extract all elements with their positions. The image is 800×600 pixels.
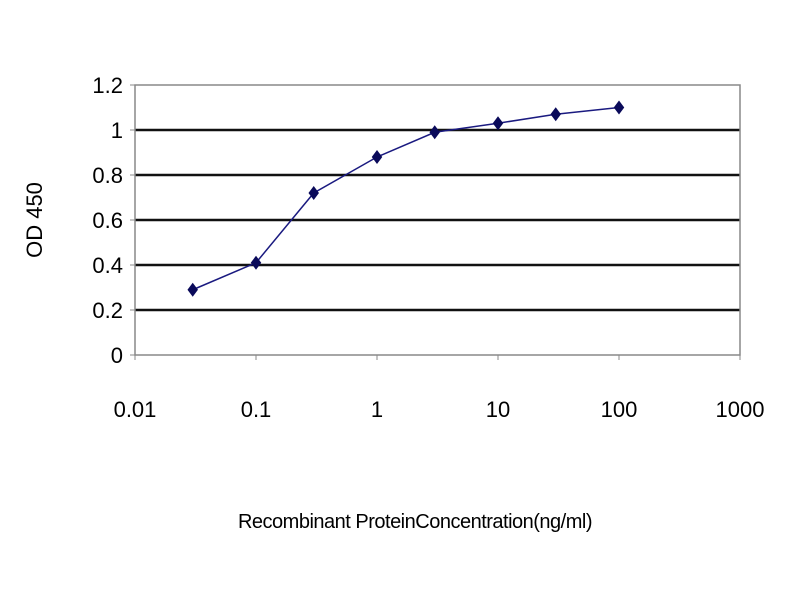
x-tick-label: 1000 <box>716 397 765 422</box>
y-tick-label: 1 <box>111 118 123 143</box>
data-point <box>613 100 625 115</box>
y-tick-label: 0.6 <box>92 208 123 233</box>
y-tick-label: 0 <box>111 343 123 368</box>
x-axis-label: Recombinant ProteinConcentration(ng/ml) <box>238 511 592 533</box>
series-line <box>192 106 620 291</box>
y-tick-label: 0.2 <box>92 298 123 323</box>
y-axis-label: OD 450 <box>22 182 47 258</box>
data-point <box>308 186 319 200</box>
y-axis: 0 0.2 0.4 0.6 0.8 1 1.2 <box>92 73 135 368</box>
y-tick-label: 1.2 <box>92 73 123 98</box>
x-tick-label: 10 <box>486 397 510 422</box>
x-axis: 0.01 0.1 1 10 100 1000 <box>114 355 765 422</box>
series <box>187 100 625 297</box>
x-tick-label: 0.1 <box>241 397 272 422</box>
gridlines <box>135 128 740 312</box>
x-tick-label: 1 <box>371 397 383 422</box>
x-tick-label: 0.01 <box>114 397 157 422</box>
data-point <box>429 125 440 140</box>
data-point <box>492 116 504 131</box>
data-point <box>187 282 198 297</box>
x-tick-label: 100 <box>601 397 638 422</box>
data-point <box>550 107 561 122</box>
y-tick-label: 0.4 <box>92 253 123 278</box>
data-point <box>250 255 262 270</box>
data-point <box>371 150 383 164</box>
y-tick-label: 0.8 <box>92 163 123 188</box>
